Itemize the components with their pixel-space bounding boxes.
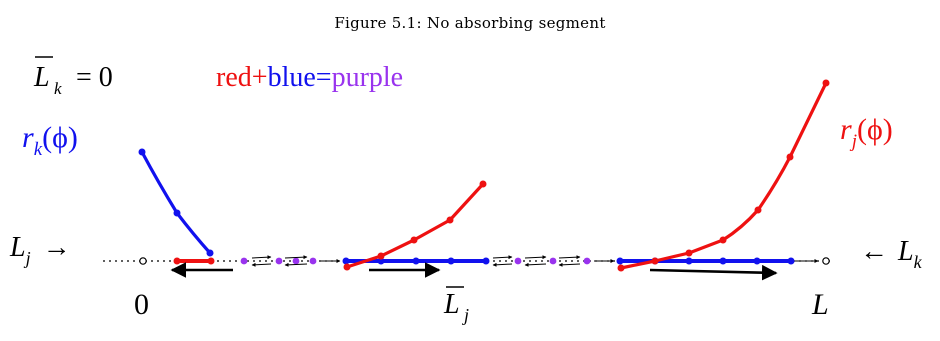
color-legend: red+blue=purple: [216, 62, 403, 93]
legend-red: red: [216, 62, 252, 93]
r-k-label: rk(ϕ): [22, 121, 78, 160]
right-arrow-end: [649, 264, 778, 281]
l-k-arrow-label: ← Lk: [860, 236, 923, 272]
lbar-k-equation: L k = 0: [33, 56, 113, 98]
end-label-l: L: [811, 288, 829, 321]
l-j-arrow-label: Lj →: [9, 232, 71, 268]
svg-text:j: j: [462, 305, 469, 325]
axis-end-marker: [822, 257, 830, 265]
purple-points-group-1: [240, 255, 341, 267]
red-curve-middle: [343, 180, 487, 271]
legend-plus: +: [252, 62, 268, 93]
axis-start-marker: [139, 257, 147, 265]
lbar-k-value: = 0: [76, 62, 113, 93]
legend-purple: purple: [332, 62, 404, 93]
red-segment-left: [173, 257, 215, 265]
svg-text:L: L: [443, 289, 460, 320]
figure-caption: Figure 5.1: No absorbing segment: [334, 14, 606, 32]
red-curve-r-j: [617, 79, 830, 272]
r-j-label: rj(ϕ): [840, 113, 893, 152]
lbar-k-subscript: k: [54, 79, 62, 98]
blue-curve-r-k: [138, 148, 214, 257]
lbar-j-label: L j: [443, 286, 469, 325]
legend-blue: blue: [268, 62, 316, 93]
svg-text:L: L: [33, 62, 50, 93]
purple-points-group-2: [492, 255, 615, 267]
legend-equals: =: [316, 62, 332, 93]
origin-label: 0: [134, 288, 149, 321]
